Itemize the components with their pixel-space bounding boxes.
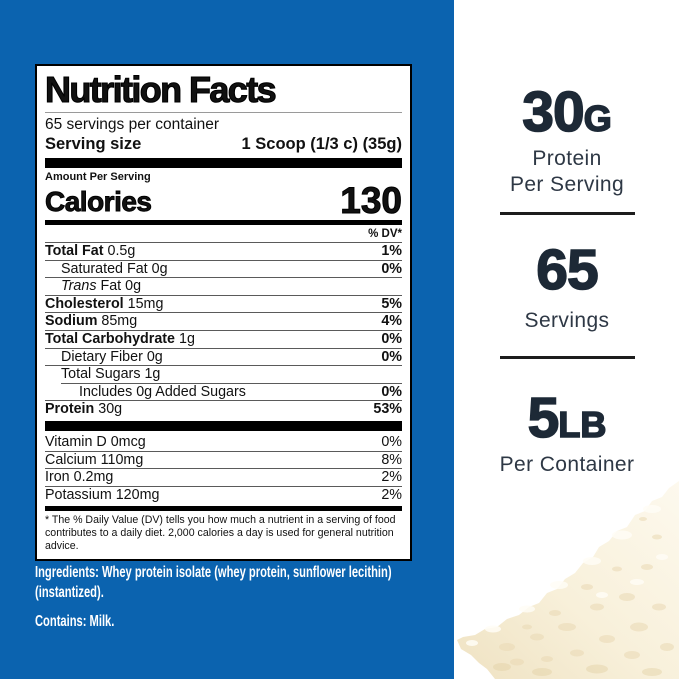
- nutrient-row-sodium: Sodium 85mg 4%: [45, 313, 402, 331]
- ingredients-line-2: (instantized).: [35, 584, 104, 601]
- serving-size-value: 1 Scoop (1/3 c) (35g): [241, 135, 402, 153]
- vitamin-row-iron: Iron 0.2mg 2%: [45, 469, 402, 487]
- ingredients-line-1: Ingredients: Whey protein isolate (whey …: [35, 564, 392, 581]
- amount-per-serving-label: Amount Per Serving: [45, 171, 151, 183]
- contains-statement: Contains: Milk.: [35, 613, 115, 630]
- vitamin-row-calcium: Calcium 110mg 8%: [45, 451, 402, 470]
- serving-size-row: Serving size 1 Scoop (1/3 c) (35g): [45, 134, 402, 155]
- indented-hairline: [61, 382, 402, 384]
- dv-value: 0%: [381, 433, 402, 450]
- nutrient-row-protein: Protein 30g 53%: [45, 401, 402, 418]
- nutrient-row-saturated-fat: Saturated Fat 0g 0%: [45, 261, 402, 279]
- calories-row: Calories 130: [45, 180, 403, 221]
- highlights-column: 30G Protein Per Serving 65 Servings 5LB …: [455, 0, 679, 679]
- callout-divider: [500, 212, 635, 215]
- dv-value: 2%: [381, 469, 402, 486]
- callout-divider: [500, 356, 635, 359]
- dv-value: 0%: [381, 383, 402, 400]
- dv-value: 1%: [381, 243, 402, 259]
- protein-caption: Protein Per Serving: [509, 147, 625, 196]
- calories-label: Calories: [45, 186, 153, 218]
- dv-value: 5%: [381, 295, 402, 312]
- dv-value: 8%: [381, 451, 402, 468]
- medium-divider-bar: [45, 220, 402, 225]
- nutrient-row-added-sugars: Includes 0g Added Sugars 0%: [45, 384, 402, 402]
- title-divider: [45, 112, 402, 113]
- nutrient-row-total-sugars: Total Sugars 1g: [61, 366, 161, 383]
- nutrition-facts-label: Nutrition Facts 65 servings per containe…: [35, 64, 412, 562]
- dv-value: 0%: [381, 260, 402, 277]
- nutrient-row-trans-fat: Trans Fat 0g: [45, 278, 402, 296]
- protein-powder-image: [457, 481, 679, 679]
- dv-value: 0%: [381, 330, 402, 347]
- weight-callout: 5LB: [527, 386, 607, 450]
- medium-divider-bar: [45, 506, 402, 512]
- serving-size-label: Serving size: [45, 135, 142, 153]
- nutrient-row-cholesterol: Cholesterol 15mg 5%: [45, 295, 402, 314]
- servings-caption: Servings: [524, 309, 610, 332]
- nutrient-row-total-carbohydrate: Total Carbohydrate 1g 0%: [45, 330, 402, 349]
- dv-value: 2%: [381, 486, 402, 503]
- nutrient-row-total-fat: Total Fat 0.5g 1%: [45, 243, 402, 261]
- servings-per-container: 65 servings per container: [45, 116, 220, 133]
- percent-dv-header: % DV*: [45, 227, 402, 243]
- dv-value: 53%: [373, 401, 402, 418]
- label-title: Nutrition Facts: [44, 69, 277, 110]
- thick-divider-bar: [45, 158, 402, 168]
- dv-value: 0%: [381, 348, 402, 365]
- ingredients-block: Ingredients: Whey protein isolate (whey …: [35, 563, 530, 632]
- protein-amount-callout: 30G: [521, 80, 612, 144]
- nutrient-row-dietary-fiber: Dietary Fiber 0g 0%: [45, 349, 402, 367]
- dv-footnote: * The % Daily Value (DV) tells you how m…: [45, 514, 396, 553]
- thick-divider-bar: [45, 420, 402, 431]
- dv-value: 4%: [381, 313, 402, 330]
- weight-caption: Per Container: [499, 453, 635, 476]
- vitamin-row-vitamin-d: Vitamin D 0mcg 0%: [45, 433, 402, 452]
- servings-count-callout: 65: [535, 238, 599, 302]
- calories-value: 130: [340, 180, 403, 221]
- vitamin-row-potassium: Potassium 120mg 2%: [45, 486, 402, 503]
